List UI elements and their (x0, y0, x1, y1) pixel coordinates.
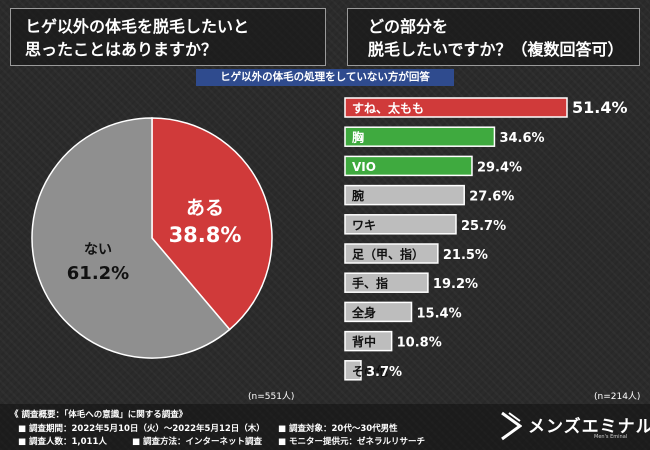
bar-sample-size: (n=214人) (594, 392, 641, 402)
bar-9 (344, 360, 362, 381)
bar-category-label: VIO (352, 160, 376, 174)
pie-slice-value: 38.8% (169, 223, 242, 247)
logo-subtext: Men's Eminal (594, 434, 628, 440)
survey-period: ■ 調査期間：2022年5月10日（火）〜2022年5月12日（木） (18, 424, 265, 434)
bar-3 (344, 184, 465, 206)
right-question-line1: どの部分を (368, 17, 449, 36)
pie-slice-no (31, 117, 231, 359)
bar-category-label: 腕 (351, 188, 364, 203)
bar-category-label: 全身 (351, 305, 376, 320)
pie-sample-size: (n=551人) (248, 392, 295, 402)
bar-value-label: 34.6% (499, 131, 544, 146)
bar-value-label: 19.2% (433, 277, 478, 292)
right-question-box: どの部分を 脱毛したいですか？（複数回答可） (347, 8, 640, 66)
bar-value-label: 21.5% (443, 248, 488, 263)
pie-slice-label: ある (186, 197, 224, 219)
pie-slice-label: ない (84, 242, 112, 258)
logo-text: メンズエミナル (528, 417, 650, 437)
survey-summary: 《 調査概要：「体毛への意識」に関する調査》 (10, 410, 188, 420)
pie-slice-value: 61.2% (67, 263, 129, 284)
bar-category-label: 背中 (352, 334, 376, 349)
left-question-line1: ヒゲ以外の体毛を脱毛したいと (25, 17, 250, 36)
bar-6 (344, 272, 429, 293)
survey-people: ■ 調査人数：1,011人 (18, 437, 107, 447)
bar-4 (344, 214, 457, 235)
bar-value-label: 51.4% (572, 98, 628, 117)
respondent-note: ヒゲ以外の体毛の処理をしていない方が回答 (196, 69, 454, 86)
mens-eminal-logo: メンズエミナル Men's Eminal (500, 409, 650, 443)
bar-2 (344, 155, 473, 177)
left-question-line2: 思ったことはありますか？ (25, 40, 218, 59)
survey-footer: 《 調査概要：「体毛への意識」に関する調査》 ■ 調査期間：2022年5月10日… (0, 404, 650, 450)
bar-7 (344, 301, 413, 323)
bar-value-label: 15.4% (417, 306, 462, 321)
bar-category-label: 足（甲、指） (352, 247, 424, 262)
bar-value-label: 29.4% (477, 160, 522, 175)
survey-method: ■ 調査方法：インターネット調査 (132, 437, 262, 447)
bar-category-label: すね、太もも (352, 101, 424, 116)
survey-target: ■ 調査対象：20代〜30代男性 (278, 424, 398, 434)
bar-value-label: 25.7% (461, 219, 506, 234)
bar-value-label: 10.8% (397, 336, 442, 351)
bar-8 (344, 330, 393, 352)
bar-category-label: ワキ (352, 218, 376, 232)
bar-value-label: 3.7% (366, 365, 402, 380)
bar-0 (344, 97, 568, 118)
logo-mark-icon (501, 411, 522, 441)
bar-value-label: 27.6% (469, 190, 514, 205)
survey-monitor: ■ モニター提供元：ゼネラルリサーチ (278, 437, 425, 447)
pie-slice-yes (151, 117, 273, 331)
bar-1 (344, 126, 496, 147)
bar-5 (344, 243, 439, 264)
left-question-box: ヒゲ以外の体毛を脱毛したいと 思ったことはありますか？ (10, 8, 326, 66)
right-question-line2: 脱毛したいですか？（複数回答可） (368, 40, 624, 59)
bar-category-label: 手、指 (352, 276, 388, 291)
bar-category-label: 胸 (352, 130, 364, 145)
bar-category-label: その他 (352, 363, 388, 378)
